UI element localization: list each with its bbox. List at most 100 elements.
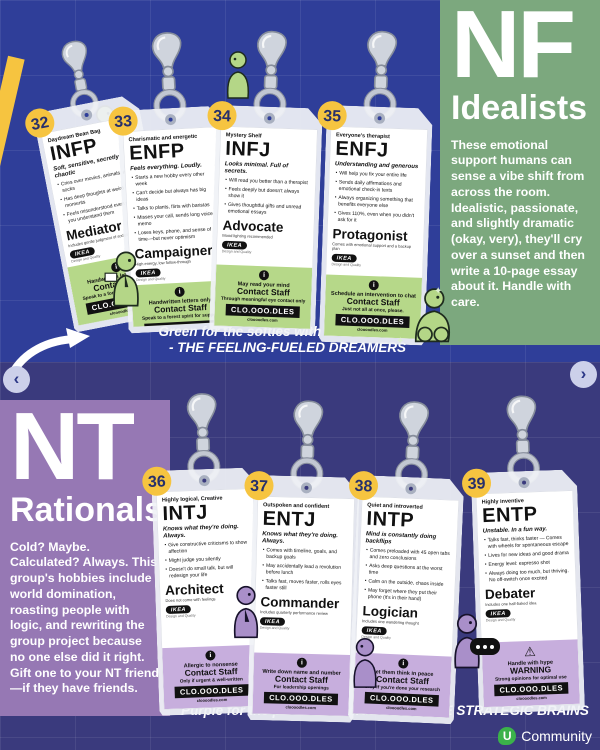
keychain-clasp-icon [151,32,187,122]
nf-panel: NF Idealists These emotional support hum… [440,0,600,345]
website-label: cloooodles.com [285,704,316,711]
ikea-logo-text: IKEA [166,605,191,614]
keychain-clasp-icon [186,393,221,484]
tag-bullet: May accidentally lead a revolution befor… [262,562,347,577]
tag-role-name: Commander [260,594,340,612]
tag-bullet: Will read you better than a therapist [225,177,310,186]
tag-bullet: Feels deeply but doesn't always show it [225,186,310,202]
nt-label-heading: Rationals [10,490,164,529]
tag-type-name: INTJ [162,500,209,525]
ikea-logo: IKEA Design and Quality [331,254,417,269]
tag-type-name: ENTJ [262,507,317,531]
tag-bullet-list: Give constructive criticisms to show aff… [163,539,250,582]
tag-tagline: Knows what they're doing. Always. [162,522,239,540]
tag-bullet: Might judge you silently [165,555,250,564]
tag-bullet: Comes with timeline, goals, and backup g… [263,547,348,562]
personality-tag: 38 Quiet and introverted INTP Mind is co… [348,394,468,724]
tag-type-name: ENTP [481,502,538,527]
tag-bullet: Sends daily affirmations and emotional c… [335,179,420,195]
purple-architect-character-icon [233,585,259,639]
tag-bullet-list: Talks fast, thinks faster — Comes with w… [483,534,571,586]
ikea-logo-tagline: Design and Quality [221,249,252,255]
tag-tagline: Mind is constantly doing backflips [365,529,437,545]
nt-code-heading: NT [10,393,135,500]
tag-role-tagline: Comes with emotional support and a backu… [331,241,412,251]
tag-bullet: May forget where they put their phone (i… [364,587,449,604]
community-logo-icon: U [498,727,517,745]
tag-hole [165,114,177,126]
tag-bullet: Give constructive criticisms to show aff… [164,539,249,555]
nt-description: Cold? Maybe. Calculated? Always. This gr… [10,539,159,696]
green-sitting-character-icon [414,288,450,343]
tag-bullet: Doesn't do small talk, but will redesign… [165,564,250,580]
ikea-logo-text: IKEA [332,254,357,263]
personality-tag: 36 Highly logical, Creative INTJ Knows w… [141,382,265,715]
community-brand-name: Community [521,728,592,744]
tag-hole [80,109,93,122]
ikea-logo-text: IKEA [362,626,387,635]
tag-bullet: Always doing too much, but thriving. No … [485,568,570,584]
footer-icon: i [398,659,408,669]
barcode-label: CLO.OOO.DLES [264,692,338,705]
tag-hole [405,483,416,494]
community-watermark[interactable]: U Community [498,727,592,745]
tag-bullet-list: Comes preloaded with 45 open tabs and ze… [363,547,451,606]
tag-tagline: Looks minimal. Full of secrets. [224,159,289,175]
tag-bullet-list: Starts a new hobby every other weekCan't… [130,170,220,245]
tag-card: Mystery Shelf INFJ Looks minimal. Full o… [214,126,318,329]
ikea-logo: IKEA Design and Quality [260,617,346,632]
tag-hole [518,477,529,488]
green-character-icon [226,51,250,99]
tag-card: Highly inventive ENTP Unstable. In a fun… [476,490,580,707]
tag-bullet: Starts a new hobby every other week [131,170,217,187]
nf-description: These emotional support humans can sense… [451,137,585,310]
tag-bullet: Gives 110%, even when you didn't ask for… [334,210,419,226]
tag-hole [374,113,385,124]
sparkle-icon: ✦ [434,286,443,297]
carousel-prev-button[interactable]: ‹ [3,366,30,393]
tag-bullet-list: Will read you better than a therapistFee… [223,177,310,220]
keychain-clasp-icon [290,400,324,491]
tag-bullet: Always organizing something that benefit… [334,194,419,210]
purple-character-icon [353,638,377,688]
tag-tagline: Knows what they're doing. Always. [261,529,339,545]
ikea-logo: IKEA Design and Quality [222,241,308,256]
tag-bullet: Lives for new ideas and good drama [484,550,569,559]
footer-icon: i [369,280,379,290]
tag-contact-footer: i Write down name and number Contact Sta… [253,653,351,716]
personality-tag: 34 Mystery Shelf INFJ Looks minimal. Ful… [207,16,326,336]
tag-type-name: INTP [366,507,415,532]
footer-icon: ⚠ [523,643,537,660]
footer-icon: i [205,650,215,660]
personality-tag: 37 Outspoken and confident ENTJ Knows wh… [244,390,362,723]
green-mail-character-icon [104,251,139,307]
speech-bubble-icon [470,638,500,655]
tag-bullet: Talks fast, moves faster, rolls eyes fas… [262,578,347,593]
tag-bullet-list: Will help you fix your entire lifeSends … [333,170,421,228]
tag-hole [301,482,312,493]
keychain-clasp-icon [395,401,430,492]
nf-code-heading: NF [451,0,576,98]
tag-bullet: Comes preloaded with 45 open tabs and ze… [366,547,451,564]
tag-bullet: Asks deep questions at the worst time [365,562,450,579]
footer-icon: i [297,658,307,668]
tag-bullet: Loses keys, phone, and sense of time—but… [134,226,220,243]
nf-caption-line2: - THE FEELING-FUELED DREAMERS [168,340,406,356]
tag-bullet: Talks fast, thinks faster — Comes with w… [484,534,569,550]
personality-tag: 35 Everyone's therapist ENFJ Understandi… [317,20,436,346]
personality-tag: 32 Daydream Bean Bag INFP Soft, sensitiv… [20,30,179,333]
ikea-logo-tagline: Design and Quality [485,617,516,623]
ikea-logo: IKEA Design and Quality [485,607,571,622]
personality-tag: 33 Charismatic and energetic ENFP Feels … [107,8,235,333]
carousel-next-button[interactable]: › [570,361,597,388]
footer-icon: i [174,287,185,298]
tag-sleeve: Mystery Shelf INFJ Looks minimal. Full o… [209,105,323,336]
tag-bullet: Will help you fix your entire life [336,170,421,179]
personality-tag: 39 Highly inventive ENTP Unstable. In a … [461,392,585,714]
tag-bullet: Energy level: espresso shot [485,559,570,568]
ikea-logo-text: IKEA [222,241,247,250]
footer-icon: i [259,270,269,280]
sparkle-icon: ✦ [396,336,405,347]
tag-bullet: Misses your call, sends long voice memo [134,210,220,227]
